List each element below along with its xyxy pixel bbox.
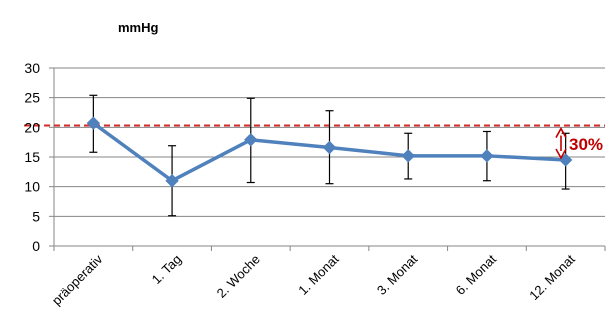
y-tick-label: 30 (24, 60, 40, 76)
data-point (86, 116, 101, 130)
data-point (480, 149, 494, 163)
y-tick-label: 10 (24, 179, 40, 195)
y-tick-label: 20 (24, 119, 40, 135)
axes (49, 67, 606, 251)
unit-label: mmHg (118, 20, 159, 35)
y-tick-label: 0 (32, 238, 40, 254)
x-tick-label: 6. Monat (453, 251, 500, 298)
x-tick-label: 1. Tag (149, 252, 184, 287)
y-tick-label: 15 (24, 149, 40, 165)
x-tick-label: 12. Monat (526, 251, 578, 303)
x-tick-label: 3. Monat (374, 251, 421, 298)
data-point (165, 174, 179, 188)
data-point (244, 133, 258, 147)
y-tick-label: 25 (24, 90, 40, 106)
annotation-label: 30% (569, 135, 603, 154)
x-tick-label: präoperativ (49, 251, 106, 308)
annotation-arrowhead (555, 126, 567, 138)
annotation-group: 30% (555, 126, 603, 160)
data-point (401, 149, 415, 163)
error-bars (89, 94, 570, 217)
series-group (86, 116, 573, 188)
annotation-arrowhead (555, 148, 567, 160)
data-point (322, 140, 337, 155)
x-tick-label: 2. Woche (214, 252, 263, 301)
y-tick-label: 5 (32, 208, 40, 224)
x-tick-label: 1. Monat (295, 251, 342, 298)
